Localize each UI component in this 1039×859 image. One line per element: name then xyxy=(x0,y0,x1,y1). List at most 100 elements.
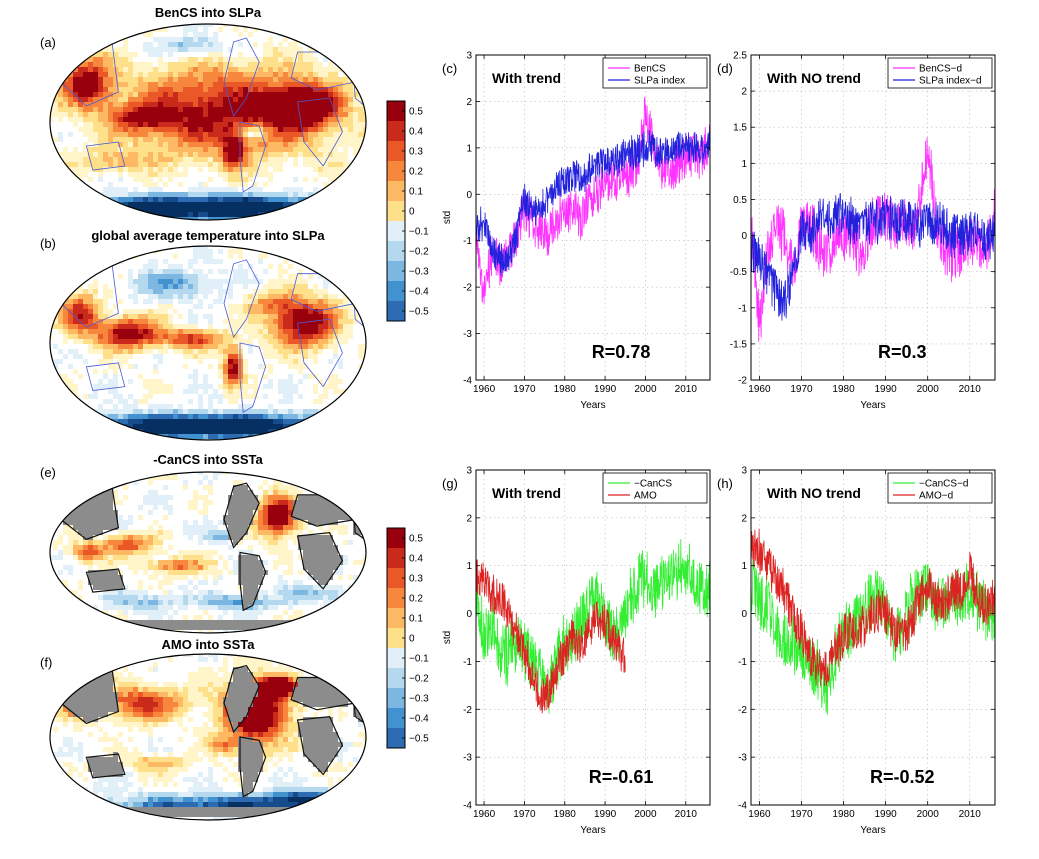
colorbar-tick-label: 0.1 xyxy=(409,187,423,198)
chart-d-ytick-label: -1 xyxy=(738,303,747,314)
chart-h-ytick-label: 1 xyxy=(741,561,747,572)
chart-c-ytick-label: -1 xyxy=(463,236,472,247)
colorbar-tick-label: 0.1 xyxy=(409,614,423,625)
colorbar-tick-label: −0.2 xyxy=(409,247,429,258)
colorbar-tick-label: 0 xyxy=(409,207,415,218)
chart-c-ytick-label: -4 xyxy=(463,376,472,387)
chart-g-xtick-label: 1990 xyxy=(594,809,617,820)
chart-g-xtick-label: 1960 xyxy=(473,809,496,820)
chart-g-trend-text: With trend xyxy=(492,485,561,501)
chart-d-ytick-label: 1 xyxy=(741,159,747,170)
chart-g-ytick-label: 1 xyxy=(466,561,472,572)
chart-c-legend-entry: BenCS xyxy=(634,64,666,75)
colorbar-bottom: 0.5 0.4 0.3 0.2 0.1 0 −0.1 −0.2 −0.3 −0.4 −0.5 xyxy=(386,527,429,749)
chart-d-xtick-label: 2000 xyxy=(917,384,940,395)
map-f-title: AMO into SSTa xyxy=(161,637,255,652)
colorbar-swatch xyxy=(387,668,405,689)
colorbar-swatch xyxy=(387,608,405,629)
chart-d-xtick-label: 2010 xyxy=(959,384,982,395)
colorbar-swatch xyxy=(387,548,405,569)
map-a-label: (a) xyxy=(40,35,56,50)
colorbar-tick-label: 0.3 xyxy=(409,574,423,585)
map-e-title: -CanCS into SSTa xyxy=(153,452,263,467)
map-b xyxy=(49,245,367,441)
chart-h-legend-entry: AMO−d xyxy=(919,491,953,502)
map-e-label: (e) xyxy=(40,465,56,480)
chart-d-ytick-label: -1.5 xyxy=(730,339,748,350)
chart-d-ytick-label: -0.5 xyxy=(730,267,748,278)
chart-c-legend-entry: SLPa index xyxy=(634,76,685,87)
colorbar-tick-label: −0.4 xyxy=(409,714,429,725)
chart-d-legend-entry: SLPa index−d xyxy=(919,76,982,87)
chart-d-correlation: R=0.3 xyxy=(878,342,927,362)
chart-d-xlabel: Years xyxy=(860,400,885,411)
map-a-field xyxy=(50,24,366,220)
chart-g-ytick-label: 3 xyxy=(466,466,472,477)
chart-c-xtick-label: 1960 xyxy=(473,384,496,395)
chart-d-xtick-label: 1960 xyxy=(748,384,771,395)
colorbar-tick-label: 0.2 xyxy=(409,594,423,605)
colorbar-swatch xyxy=(387,181,405,202)
chart-c-panel-label: (c) xyxy=(442,61,457,76)
map-a-frame xyxy=(49,23,367,221)
colorbar-tick-label: −0.2 xyxy=(409,674,429,685)
chart-h-xtick-label: 1990 xyxy=(874,809,897,820)
chart-h-xtick-label: 1980 xyxy=(832,809,855,820)
chart-g-series-1-line xyxy=(476,559,626,714)
chart-g-ytick-label: -3 xyxy=(463,753,472,764)
map-b-title: global average temperature into SLPa xyxy=(91,228,325,243)
colorbar-swatch xyxy=(387,101,405,122)
chart-c-ytick-label: -3 xyxy=(463,329,472,340)
chart-d-trend-text: With NO trend xyxy=(767,70,861,86)
chart-g-legend-entry: AMO xyxy=(634,491,657,502)
chart-c-xtick-label: 2000 xyxy=(634,384,657,395)
chart-h-legend-entry: −CanCS−d xyxy=(919,479,968,490)
chart-h-ytick-label: -2 xyxy=(738,705,747,716)
map-a-title: BenCS into SLPa xyxy=(154,5,262,20)
map-e xyxy=(49,471,367,634)
colorbar-swatch xyxy=(387,648,405,669)
colorbar-swatch xyxy=(387,568,405,589)
chart-h-panel-label: (h) xyxy=(717,476,733,491)
chart-d-ytick-label: 1.5 xyxy=(733,123,747,134)
chart-g-ylabel: std xyxy=(442,631,453,644)
chart-g-ytick-label: 2 xyxy=(466,513,472,524)
colorbar-swatch xyxy=(387,241,405,262)
colorbar-tick-label: 0.5 xyxy=(409,107,423,118)
colorbar-tick-label: −0.1 xyxy=(409,227,429,238)
colorbar-swatch xyxy=(387,688,405,709)
chart-h-ytick-label: 0 xyxy=(741,609,747,620)
chart-h-xtick-label: 1960 xyxy=(748,809,771,820)
map-a xyxy=(49,23,367,221)
chart-c-xtick-label: 1970 xyxy=(513,384,536,395)
chart-h-xtick-label: 2000 xyxy=(917,809,940,820)
map-b-frame xyxy=(49,245,367,441)
map-f-label: (f) xyxy=(40,655,53,670)
colorbar-swatch xyxy=(387,628,405,649)
chart-g-xlabel: Years xyxy=(580,825,605,836)
colorbar-swatch xyxy=(387,281,405,302)
chart-d-series-1-line xyxy=(751,192,995,321)
colorbar-swatch xyxy=(387,201,405,222)
chart-g-xtick-label: 1970 xyxy=(513,809,536,820)
map-e-field xyxy=(50,472,366,633)
chart-g-legend-entry: −CanCS xyxy=(634,479,672,490)
colorbar-top: 0.5 0.4 0.3 0.2 0.1 0 −0.1 −0.2 −0.3 −0.4 −0.5 xyxy=(386,100,429,322)
chart-g-ytick-label: -2 xyxy=(463,705,472,716)
colorbar-tick-label: −0.5 xyxy=(409,734,429,745)
chart-d-ytick-label: -2 xyxy=(738,376,747,387)
colorbar-swatch xyxy=(387,161,405,182)
chart-d: 1960 1970 1980 1990 2000 2010 -2 -1.5 -1 -0.5 0 0.5… xyxy=(717,51,996,411)
chart-c-ytick-label: 3 xyxy=(466,51,472,62)
map-b-label: (b) xyxy=(40,236,56,251)
chart-g: 1960 1970 1980 1990 2000 2010 -4 -3 -2 -1 0 1 2 3 Year… xyxy=(442,466,711,836)
chart-c-xtick-label: 1980 xyxy=(554,384,577,395)
chart-g-xtick-label: 2010 xyxy=(675,809,698,820)
colorbar-tick-label: 0.3 xyxy=(409,147,423,158)
chart-d-xtick-label: 1980 xyxy=(832,384,855,395)
chart-g-ytick-label: 0 xyxy=(466,609,472,620)
colorbar-tick-label: −0.3 xyxy=(409,694,429,705)
chart-h-trend-text: With NO trend xyxy=(767,485,861,501)
chart-g-ytick-label: -4 xyxy=(463,801,472,812)
